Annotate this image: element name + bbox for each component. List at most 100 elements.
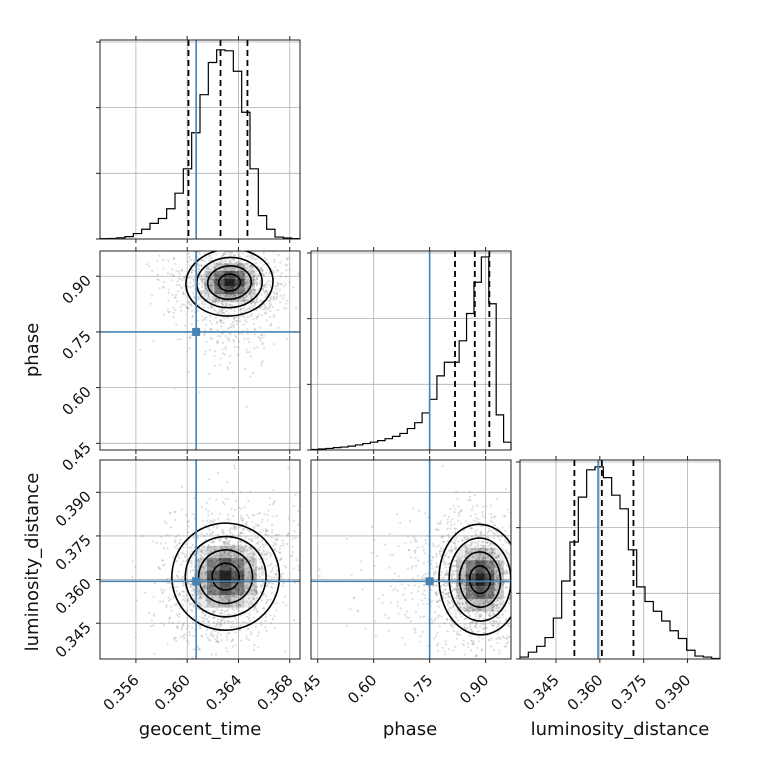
sample-point [503,596,506,599]
density-cell [204,278,215,287]
sample-point [488,638,491,642]
sample-point [253,274,257,277]
sample-point [403,587,406,590]
sample-point [153,582,156,585]
sample-point [500,603,503,606]
sample-point [213,291,216,294]
sample-point [189,303,192,306]
sample-point [507,508,510,511]
sample-point [456,566,459,569]
sample-point [277,282,280,285]
sample-point [482,602,485,605]
sample-point [494,593,497,596]
sample-point [201,551,204,554]
sample-point [287,466,290,469]
sample-point [249,294,252,297]
sample-point [231,295,234,298]
sample-point [220,319,223,322]
sample-point [273,537,276,540]
sample-point [272,515,275,518]
sample-point [500,535,503,538]
sample-point [198,391,201,394]
sample-point [251,283,254,286]
sample-point [390,601,393,604]
sample-point [209,563,212,567]
sample-point [251,556,254,559]
sample-point [495,637,498,641]
sample-point [225,540,228,543]
sample-point [468,588,471,591]
sample-point [206,618,209,621]
sample-point [469,593,472,597]
sample-point [522,552,524,554]
sample-point [234,261,237,264]
sample-point [161,592,164,595]
sample-point [260,571,263,574]
sample-point [261,360,264,363]
sample-point [210,630,213,634]
sample-point [416,590,420,593]
sample-point [236,299,239,302]
sample-point [210,584,213,587]
sample-point [413,584,416,587]
sample-point [187,301,190,304]
sample-point [469,598,472,601]
sample-point [446,581,449,585]
sample-point [198,608,201,611]
sample-point [246,553,250,556]
sample-point [249,490,252,493]
sample-point [223,542,226,546]
sample-point [505,637,508,640]
sample-point [183,276,186,279]
sample-point [253,333,256,336]
sample-point [235,595,238,599]
truth-marker-luminosity_distance_vs_phase [425,577,434,586]
sample-point [222,501,225,504]
sample-point [193,259,196,262]
sample-point [245,280,248,283]
sample-point [261,574,264,577]
sample-point [282,601,285,604]
sample-point [469,551,472,554]
sample-point [438,599,441,602]
sample-point [422,584,425,587]
sample-point [505,637,508,640]
sample-point [198,264,201,267]
sample-point [212,300,215,303]
sample-point [162,285,165,288]
sample-point [242,547,245,551]
sample-point [451,621,454,624]
sample-point [238,320,242,323]
sample-point [426,602,429,606]
sample-point [308,304,310,306]
sample-point [221,292,224,295]
sample-point [204,606,207,609]
sample-point [491,602,494,605]
sample-point [210,541,213,544]
sample-point [232,592,235,595]
sample-point [231,562,234,565]
sample-point [254,272,257,275]
sample-point [251,295,254,298]
sample-point [160,590,164,594]
sample-point [183,637,186,640]
sample-point [488,614,491,618]
sample-point [512,604,514,606]
sample-point [293,530,296,533]
sample-point [285,534,289,537]
sample-point [259,283,262,286]
sample-point [466,589,469,592]
sample-point [179,594,182,597]
sample-point [246,556,249,559]
sample-point [459,509,463,512]
sample-point [283,234,285,236]
sample-point [212,265,215,268]
sample-point [205,273,208,276]
sample-point [181,604,184,607]
density-cell [475,560,485,574]
sample-point [262,607,265,610]
sample-point [260,299,263,302]
sample-point [272,545,275,548]
panel-frame-r0-c0 [99,39,301,240]
sample-point [465,607,468,610]
